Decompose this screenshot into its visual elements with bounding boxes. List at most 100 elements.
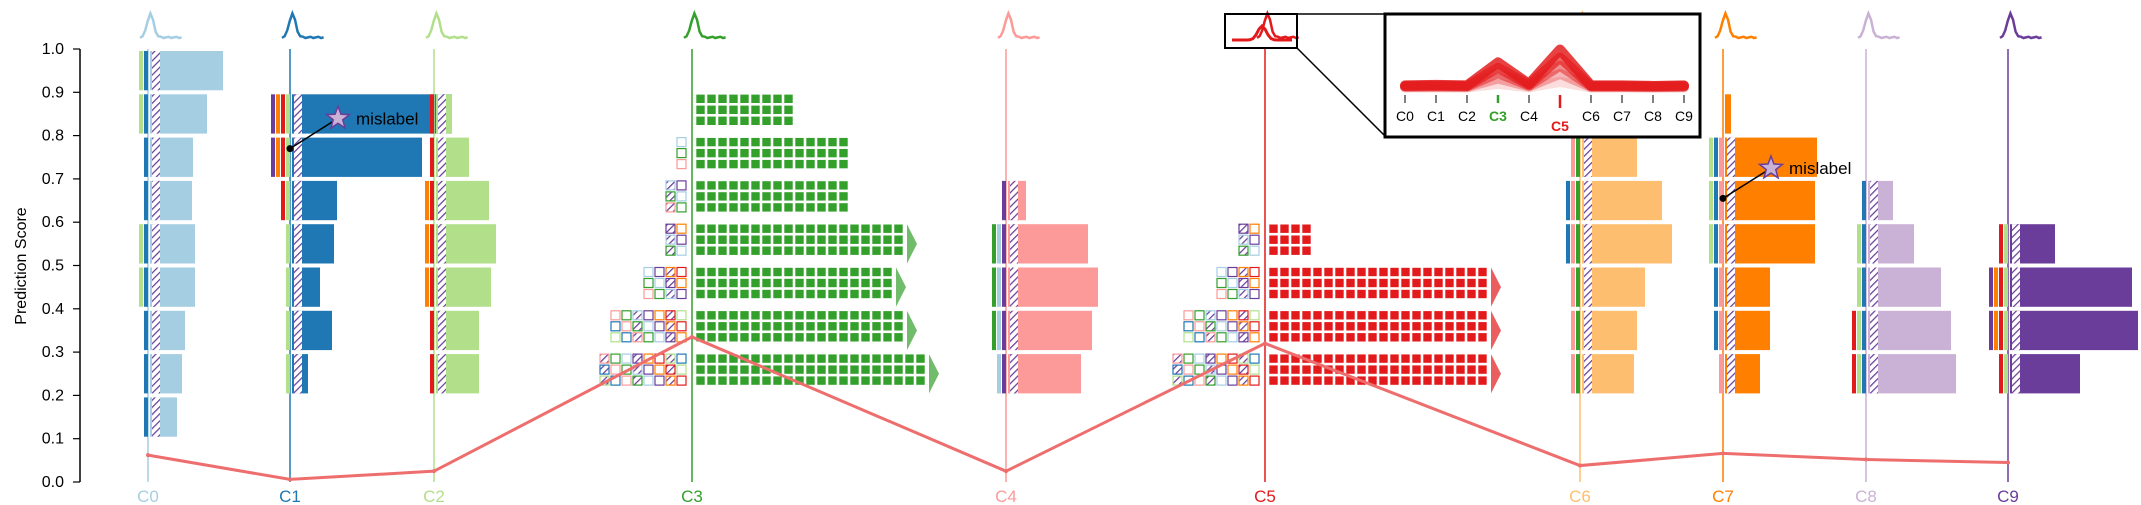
bin-cell <box>1268 353 1279 364</box>
bin-cell <box>761 223 772 234</box>
bin-cell <box>838 364 849 375</box>
histogram-bar <box>1868 310 1951 351</box>
bin-glyph <box>1194 332 1205 343</box>
bin-cell <box>915 364 926 375</box>
bin-cell <box>805 310 816 321</box>
bin-glyph <box>643 277 654 289</box>
bin-cell <box>739 159 750 169</box>
bin-cell <box>1378 375 1389 386</box>
class-group-c7 <box>1709 9 1817 482</box>
bin-stripe <box>1571 354 1575 394</box>
bin-glyph <box>632 321 643 332</box>
bin-cell <box>1400 267 1411 277</box>
bin-cell <box>783 234 794 245</box>
bin-cell <box>1301 375 1312 386</box>
bin-cell <box>695 353 706 364</box>
bin-glyph <box>1205 310 1216 321</box>
bin-cell <box>717 191 728 202</box>
bin-hatch <box>1870 354 1878 394</box>
bin-cell <box>871 278 882 288</box>
bin-glyph <box>1238 234 1249 245</box>
bin-cell <box>750 180 761 191</box>
bin-stripe <box>1566 224 1570 264</box>
bin-glyph <box>654 277 665 289</box>
bin-stripe <box>271 94 275 134</box>
bin-cell <box>761 332 772 343</box>
bin-stripe <box>1576 310 1580 351</box>
bin-glyph <box>665 180 676 191</box>
bin-cell <box>816 375 827 386</box>
bin-cell <box>1268 332 1279 343</box>
histogram-bar <box>2010 310 2138 351</box>
bin-cell <box>761 159 772 169</box>
bin-stripe <box>1719 310 1723 351</box>
bin-cell <box>783 94 794 104</box>
bin-glyph <box>654 310 665 321</box>
bin-cell <box>849 234 860 245</box>
bin-glyph <box>643 266 654 278</box>
bin-cell <box>794 148 805 158</box>
bin-glyph <box>599 364 610 375</box>
bin-cell <box>695 267 706 277</box>
bin-stripe <box>286 310 290 351</box>
bin-cell <box>739 94 750 104</box>
histogram-bar <box>1725 94 1731 134</box>
bin-cell <box>695 159 706 169</box>
bin-glyph <box>676 353 687 364</box>
bin-cell <box>750 223 761 234</box>
bin-cell <box>1279 278 1290 288</box>
bin-hatch <box>152 354 160 394</box>
bin-cell <box>1323 289 1334 299</box>
bin-stripe <box>286 224 290 264</box>
bin-glyph <box>1238 375 1249 386</box>
bin-cell <box>893 364 904 375</box>
bin-cell <box>1312 310 1323 321</box>
annotation-leader <box>289 117 339 150</box>
bin-stripe <box>1576 180 1580 221</box>
bin-cell <box>1290 267 1301 277</box>
bin-cell <box>1301 364 1312 375</box>
bin-cell <box>1389 332 1400 343</box>
bin-cell <box>893 245 904 256</box>
class-histograms <box>139 9 2138 482</box>
bin-hatch <box>1584 354 1592 394</box>
bin-cell <box>1433 364 1444 375</box>
bin-cell <box>761 278 772 288</box>
bin-stripe <box>1571 180 1575 221</box>
bin-cell <box>1378 332 1389 343</box>
bin-glyph <box>621 353 632 364</box>
bin-stripe <box>1002 180 1006 221</box>
bin-cell <box>849 364 860 375</box>
bin-cell <box>1389 364 1400 375</box>
bin-stripe <box>1989 310 1993 351</box>
bin-cell <box>728 234 739 245</box>
bin-cell <box>717 278 728 288</box>
bin-cell <box>739 105 750 115</box>
bin-stripe <box>1709 137 1713 177</box>
bin-cell <box>1367 364 1378 375</box>
bin-cell <box>1312 289 1323 299</box>
bin-cell <box>816 234 827 245</box>
bin-cell <box>1312 332 1323 343</box>
bin-cell <box>1268 278 1279 288</box>
bin-cell <box>860 234 871 245</box>
bin-stripe <box>1862 267 1866 307</box>
bin-cell <box>1444 353 1455 364</box>
bin-stripe <box>1999 354 2003 394</box>
class-label: C9 <box>1997 487 2019 505</box>
bin-cell <box>706 267 717 277</box>
bin-stripe <box>1571 224 1575 264</box>
bin-cell <box>794 332 805 343</box>
bin-hatch <box>1010 224 1018 264</box>
bin-cell <box>860 245 871 256</box>
bin-cell <box>1345 353 1356 364</box>
bin-cell <box>1422 321 1433 332</box>
bin-glyph <box>665 288 676 300</box>
bin-glyph <box>1216 353 1227 364</box>
bin-cell <box>838 321 849 332</box>
bin-cell <box>1356 332 1367 343</box>
bin-glyph <box>1249 234 1260 245</box>
bin-cell <box>783 353 794 364</box>
bin-cell <box>794 267 805 277</box>
bin-cell <box>893 321 904 332</box>
